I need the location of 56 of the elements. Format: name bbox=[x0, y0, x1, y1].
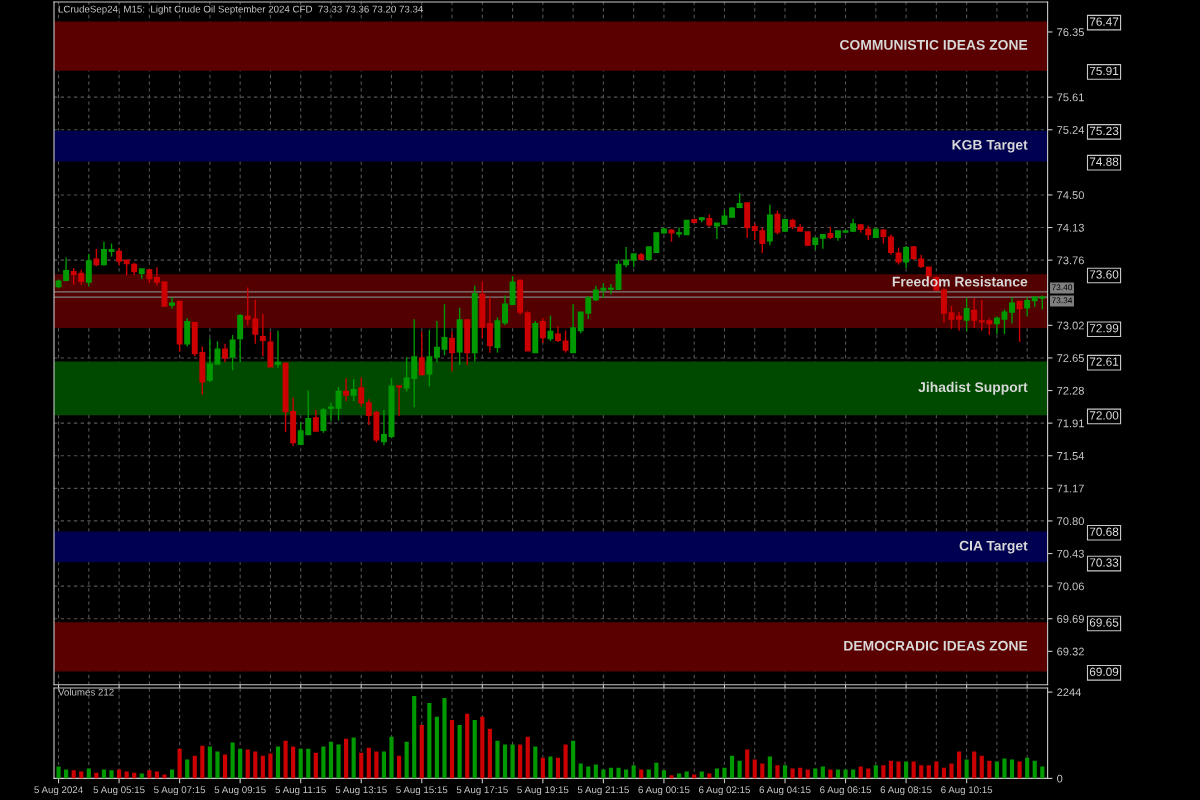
y-tick-label: 75.24 bbox=[1057, 126, 1085, 134]
y2-tick-label: 73.60 bbox=[1089, 270, 1119, 279]
x-tick-label: 6 Aug 08:15 bbox=[880, 786, 932, 796]
y-tick-label: 69.69 bbox=[1057, 614, 1084, 623]
x-tick-label: 5 Aug 2024 bbox=[34, 786, 83, 796]
y-tick-label: 70.43 bbox=[1057, 549, 1084, 558]
band-label: DEMOCRADIC IDEAS ZONE bbox=[844, 640, 1028, 651]
y2-tick-label: 72.61 bbox=[1089, 357, 1119, 366]
y-tick-label: 73.76 bbox=[1057, 256, 1084, 265]
y-tick-label: 72.65 bbox=[1057, 354, 1084, 363]
y2-tick-label: 70.68 bbox=[1089, 527, 1119, 536]
y-tick-label: 71.54 bbox=[1057, 452, 1085, 460]
x-tick-label: 6 Aug 02:15 bbox=[699, 786, 751, 796]
chart-title: Volumes 212 bbox=[58, 688, 114, 696]
y-tick-label: 69.32 bbox=[1057, 647, 1084, 656]
y-tick-label: 70.80 bbox=[1057, 517, 1084, 526]
y2-tick-label: 69.09 bbox=[1089, 667, 1119, 676]
band-label: Jihadist Support bbox=[918, 381, 1028, 395]
band-label: KGB Target bbox=[952, 139, 1028, 153]
y-tick-label: 74.13 bbox=[1057, 223, 1084, 232]
x-tick-label: 6 Aug 06:15 bbox=[820, 786, 872, 796]
y-tick-label: 73.02 bbox=[1057, 321, 1084, 330]
x-tick-label: 6 Aug 10:15 bbox=[941, 786, 993, 796]
x-tick-label: 5 Aug 05:15 bbox=[93, 786, 145, 796]
y-tick-label: 74.50 bbox=[1057, 191, 1084, 200]
x-tick-label: 5 Aug 07:15 bbox=[154, 786, 206, 796]
x-tick-label: 6 Aug 04:15 bbox=[759, 786, 811, 796]
y2-tick-label: 72.00 bbox=[1089, 411, 1119, 420]
y2-tick-label: 74.88 bbox=[1089, 157, 1119, 166]
x-tick-label: 5 Aug 15:15 bbox=[396, 786, 448, 796]
x-tick-label: 5 Aug 21:15 bbox=[577, 786, 629, 796]
y-tick-label: 71.17 bbox=[1057, 484, 1084, 493]
y2-tick-label: 76.47 bbox=[1089, 17, 1119, 26]
x-tick-label: 5 Aug 19:15 bbox=[517, 786, 569, 796]
y2-tick-label: 75.23 bbox=[1089, 126, 1119, 136]
x-tick-label: 6 Aug 00:15 bbox=[638, 786, 690, 796]
y-tick-label: 76.35 bbox=[1057, 28, 1084, 37]
band-label: CIA Target bbox=[959, 540, 1028, 554]
x-tick-label: 5 Aug 11:15 bbox=[275, 786, 326, 796]
y-tick-label: 71.91 bbox=[1057, 419, 1084, 428]
y-tick-label: 2244 bbox=[1057, 688, 1082, 697]
y2-tick-label: 70.33 bbox=[1089, 558, 1119, 567]
ref-line-label: 73.40 bbox=[1052, 284, 1073, 291]
y-tick-label: 0 bbox=[1057, 774, 1063, 783]
ref-line-label: 73.34 bbox=[1052, 297, 1073, 304]
x-tick-label: 5 Aug 09:15 bbox=[214, 786, 266, 796]
y2-tick-label: 72.99 bbox=[1089, 324, 1119, 333]
y2-tick-label: 69.65 bbox=[1089, 618, 1119, 627]
x-tick-label: 5 Aug 13:15 bbox=[335, 786, 387, 796]
y-tick-label: 75.61 bbox=[1057, 93, 1084, 102]
y2-tick-label: 75.91 bbox=[1089, 66, 1119, 76]
y-tick-label: 72.28 bbox=[1057, 386, 1084, 395]
x-tick-label: 5 Aug 17:15 bbox=[456, 786, 508, 796]
band-label: COMMUNISTIC IDEAS ZONE bbox=[840, 39, 1028, 50]
y-tick-label: 70.06 bbox=[1057, 582, 1084, 591]
chart-title: LCrudeSep24, M15: Light Crude Oil September 2024 CFD 73.33 73.36 73.20 73.34 bbox=[58, 5, 424, 15]
